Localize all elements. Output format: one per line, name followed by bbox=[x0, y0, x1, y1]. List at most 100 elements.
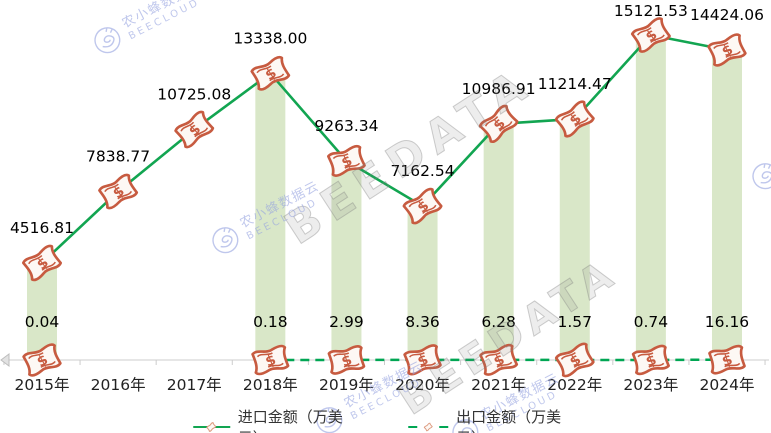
banknote-icon bbox=[98, 173, 139, 210]
banknote-fold-line bbox=[713, 351, 730, 357]
export-value-label: 6.28 bbox=[481, 313, 516, 331]
export-marker[interactable]: $ bbox=[708, 344, 746, 375]
banknote-fold-line bbox=[117, 190, 133, 200]
import-marker[interactable]: $ bbox=[630, 17, 671, 53]
x-axis-label: 2015年 bbox=[15, 376, 70, 394]
import-value-label: 15121.53 bbox=[614, 2, 688, 20]
banknote-fold-line bbox=[637, 352, 654, 358]
highlight-column bbox=[407, 206, 438, 360]
banknote-fold-line bbox=[574, 117, 589, 127]
export-marker[interactable]: $ bbox=[22, 343, 62, 377]
import-line bbox=[41, 33, 728, 264]
banknote-fold-line bbox=[484, 351, 501, 359]
banknote-fold-line bbox=[256, 65, 272, 74]
banknote-icon bbox=[554, 342, 595, 378]
import-value-label: 9263.34 bbox=[314, 117, 378, 135]
import-value-label: 13338.00 bbox=[233, 29, 307, 47]
x-axis-label: 2022年 bbox=[547, 376, 602, 394]
export-value-label: 16.16 bbox=[705, 313, 749, 331]
x-axis-label: 2020年 bbox=[395, 376, 450, 394]
import-marker[interactable]: $ bbox=[478, 104, 519, 144]
banknote-icon bbox=[250, 55, 291, 91]
import-marker[interactable]: $ bbox=[707, 33, 747, 67]
banknote-icon bbox=[22, 343, 62, 377]
export-value-label: 1.57 bbox=[558, 313, 593, 331]
import-value-label: 7162.54 bbox=[390, 162, 454, 180]
import-marker[interactable]: $ bbox=[554, 100, 595, 138]
import-value-label: 7838.77 bbox=[86, 148, 150, 166]
highlight-column bbox=[559, 118, 590, 360]
banknote-fold-line bbox=[343, 363, 360, 368]
highlight-column bbox=[331, 160, 362, 360]
banknote-fold-line bbox=[650, 34, 665, 43]
banknote-icon bbox=[479, 343, 519, 376]
import-value-label: 10986.91 bbox=[462, 80, 536, 98]
banknote-fold-line bbox=[725, 50, 741, 58]
x-axis-label: 2016年 bbox=[91, 376, 146, 394]
export-marker[interactable]: $ bbox=[554, 342, 595, 378]
export-marker[interactable]: $ bbox=[403, 344, 442, 376]
import-marker[interactable]: $ bbox=[98, 173, 139, 210]
highlight-column bbox=[483, 123, 514, 360]
import-value-label: 11214.47 bbox=[538, 75, 612, 93]
banknote-icon bbox=[630, 17, 671, 53]
import-value-label: 10725.08 bbox=[157, 85, 231, 103]
x-axis-label: 2018年 bbox=[243, 376, 298, 394]
banknote-icon bbox=[21, 244, 63, 282]
export-marker[interactable]: $ bbox=[631, 344, 670, 376]
banknote-fold-line bbox=[180, 121, 195, 132]
import-marker[interactable]: $ bbox=[174, 110, 215, 149]
export-marker[interactable]: $ bbox=[251, 344, 290, 376]
import-marker[interactable]: $ bbox=[402, 187, 443, 225]
x-axis-label: 2023年 bbox=[623, 376, 678, 394]
export-value-label: 2.99 bbox=[329, 313, 364, 331]
banknote-fold-line bbox=[194, 127, 209, 138]
banknote-icon bbox=[402, 187, 443, 225]
banknote-fold-line bbox=[420, 362, 437, 368]
banknote-fold-line bbox=[408, 352, 425, 358]
legend-item-import[interactable]: 进口金额（万美元） bbox=[192, 406, 360, 433]
banknote-fold-line bbox=[499, 121, 513, 132]
banknote-fold-line bbox=[28, 254, 43, 265]
x-axis-label: 2017年 bbox=[167, 376, 222, 394]
banknote-fold-line bbox=[422, 204, 437, 214]
legend-export-label: 出口金额（万美元） bbox=[456, 408, 562, 433]
banknote-fold-line bbox=[408, 198, 423, 208]
highlight-column bbox=[711, 49, 742, 361]
banknote-fold-line bbox=[28, 352, 44, 360]
banknote-fold-line bbox=[560, 352, 576, 360]
export-marker[interactable]: $ bbox=[479, 343, 519, 376]
import-marker[interactable]: $ bbox=[21, 244, 63, 282]
banknote-fold-line bbox=[484, 116, 499, 127]
legend-import-label: 进口金额（万美元） bbox=[237, 408, 343, 433]
banknote-fold-line bbox=[496, 361, 513, 368]
banknote-icon bbox=[423, 422, 433, 432]
legend-item-export[interactable]: 出口金额（万美元） bbox=[408, 406, 578, 433]
highlight-column bbox=[255, 73, 286, 360]
banknote-icon bbox=[206, 422, 217, 432]
import-marker[interactable]: $ bbox=[326, 144, 366, 177]
export-marker[interactable]: $ bbox=[327, 345, 366, 375]
highlight-column bbox=[635, 35, 666, 360]
banknote-fold-line bbox=[636, 27, 652, 36]
banknote-fold-line bbox=[332, 153, 349, 160]
banknote-fold-line bbox=[560, 111, 575, 121]
banknote-icon bbox=[554, 100, 595, 138]
banknote-fold-line bbox=[104, 183, 119, 193]
banknote-icon bbox=[631, 344, 670, 376]
export-value-label: 0.74 bbox=[634, 313, 669, 331]
banknote-icon bbox=[403, 344, 442, 376]
banknote-fold-line bbox=[724, 362, 741, 368]
legend-import-line-swatch bbox=[192, 418, 230, 433]
banknote-fold-line bbox=[573, 360, 589, 368]
banknote-icon bbox=[478, 104, 519, 144]
banknote-icon bbox=[327, 345, 366, 375]
banknote-fold-line bbox=[40, 360, 56, 368]
banknote-icon bbox=[708, 344, 746, 375]
banknote-icon bbox=[326, 144, 366, 177]
export-value-label: 0.18 bbox=[253, 313, 288, 331]
import-marker[interactable]: $ bbox=[250, 55, 291, 91]
banknote-icon bbox=[707, 33, 747, 67]
